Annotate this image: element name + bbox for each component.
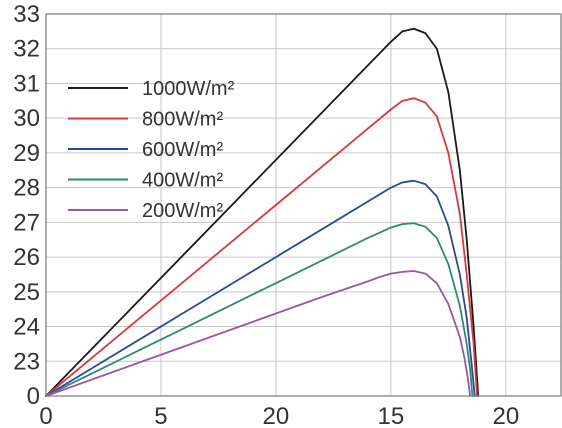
y-tick-label: 32 (13, 36, 40, 63)
series-line (45, 97, 478, 397)
x-tick-label: 5 (154, 403, 167, 428)
series-line (45, 179, 476, 397)
series-line (45, 222, 474, 397)
legend-label: 200W/m² (142, 200, 223, 222)
series-line (45, 27, 480, 397)
y-tick-label: 28 (13, 175, 40, 202)
plot-frame (45, 13, 562, 397)
series-layer (45, 27, 480, 397)
y-tick-label: 30 (13, 105, 40, 132)
y-tick-label: 31 (13, 70, 40, 97)
grid-layer (46, 13, 561, 396)
x-axis-ticks: 0 5 20 15 20 (39, 403, 519, 428)
legend-label: 800W/m² (142, 109, 223, 131)
legend-label: 600W/m² (142, 139, 223, 161)
x-tick-label: 0 (39, 403, 52, 428)
y-tick-label: 0 (27, 383, 40, 410)
y-tick-label: 29 (13, 140, 40, 167)
x-tick-label: 20 (263, 403, 290, 428)
y-axis-ticks: 0 23 24 25 26 27 28 29 30 31 32 33 (13, 1, 40, 410)
legend-label: 400W/m² (142, 170, 223, 192)
y-tick-label: 27 (13, 209, 40, 236)
legend-label: 1000W/m² (142, 78, 235, 100)
y-tick-label: 25 (13, 279, 40, 306)
x-tick-label: 15 (378, 403, 405, 428)
y-tick-label: 24 (13, 314, 40, 341)
y-tick-label: 23 (13, 348, 40, 375)
series-line (45, 270, 472, 397)
y-tick-label: 33 (13, 1, 40, 28)
legend: 1000W/m² 800W/m² 600W/m² 400W/m² 200W/m² (68, 78, 235, 222)
y-tick-label: 26 (13, 244, 40, 271)
x-tick-label: 20 (492, 403, 519, 428)
